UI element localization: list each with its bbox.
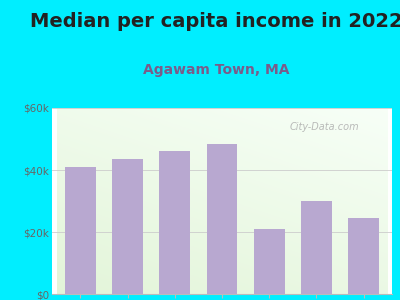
Text: Agawam Town, MA: Agawam Town, MA xyxy=(143,63,289,77)
Text: City-Data.com: City-Data.com xyxy=(290,122,360,132)
Bar xyxy=(348,218,379,294)
Bar xyxy=(65,167,96,294)
Bar xyxy=(112,159,143,294)
Bar xyxy=(301,201,332,294)
Bar xyxy=(254,229,284,294)
Text: Median per capita income in 2022: Median per capita income in 2022 xyxy=(30,12,400,31)
Bar xyxy=(160,152,190,294)
Bar xyxy=(207,144,237,294)
